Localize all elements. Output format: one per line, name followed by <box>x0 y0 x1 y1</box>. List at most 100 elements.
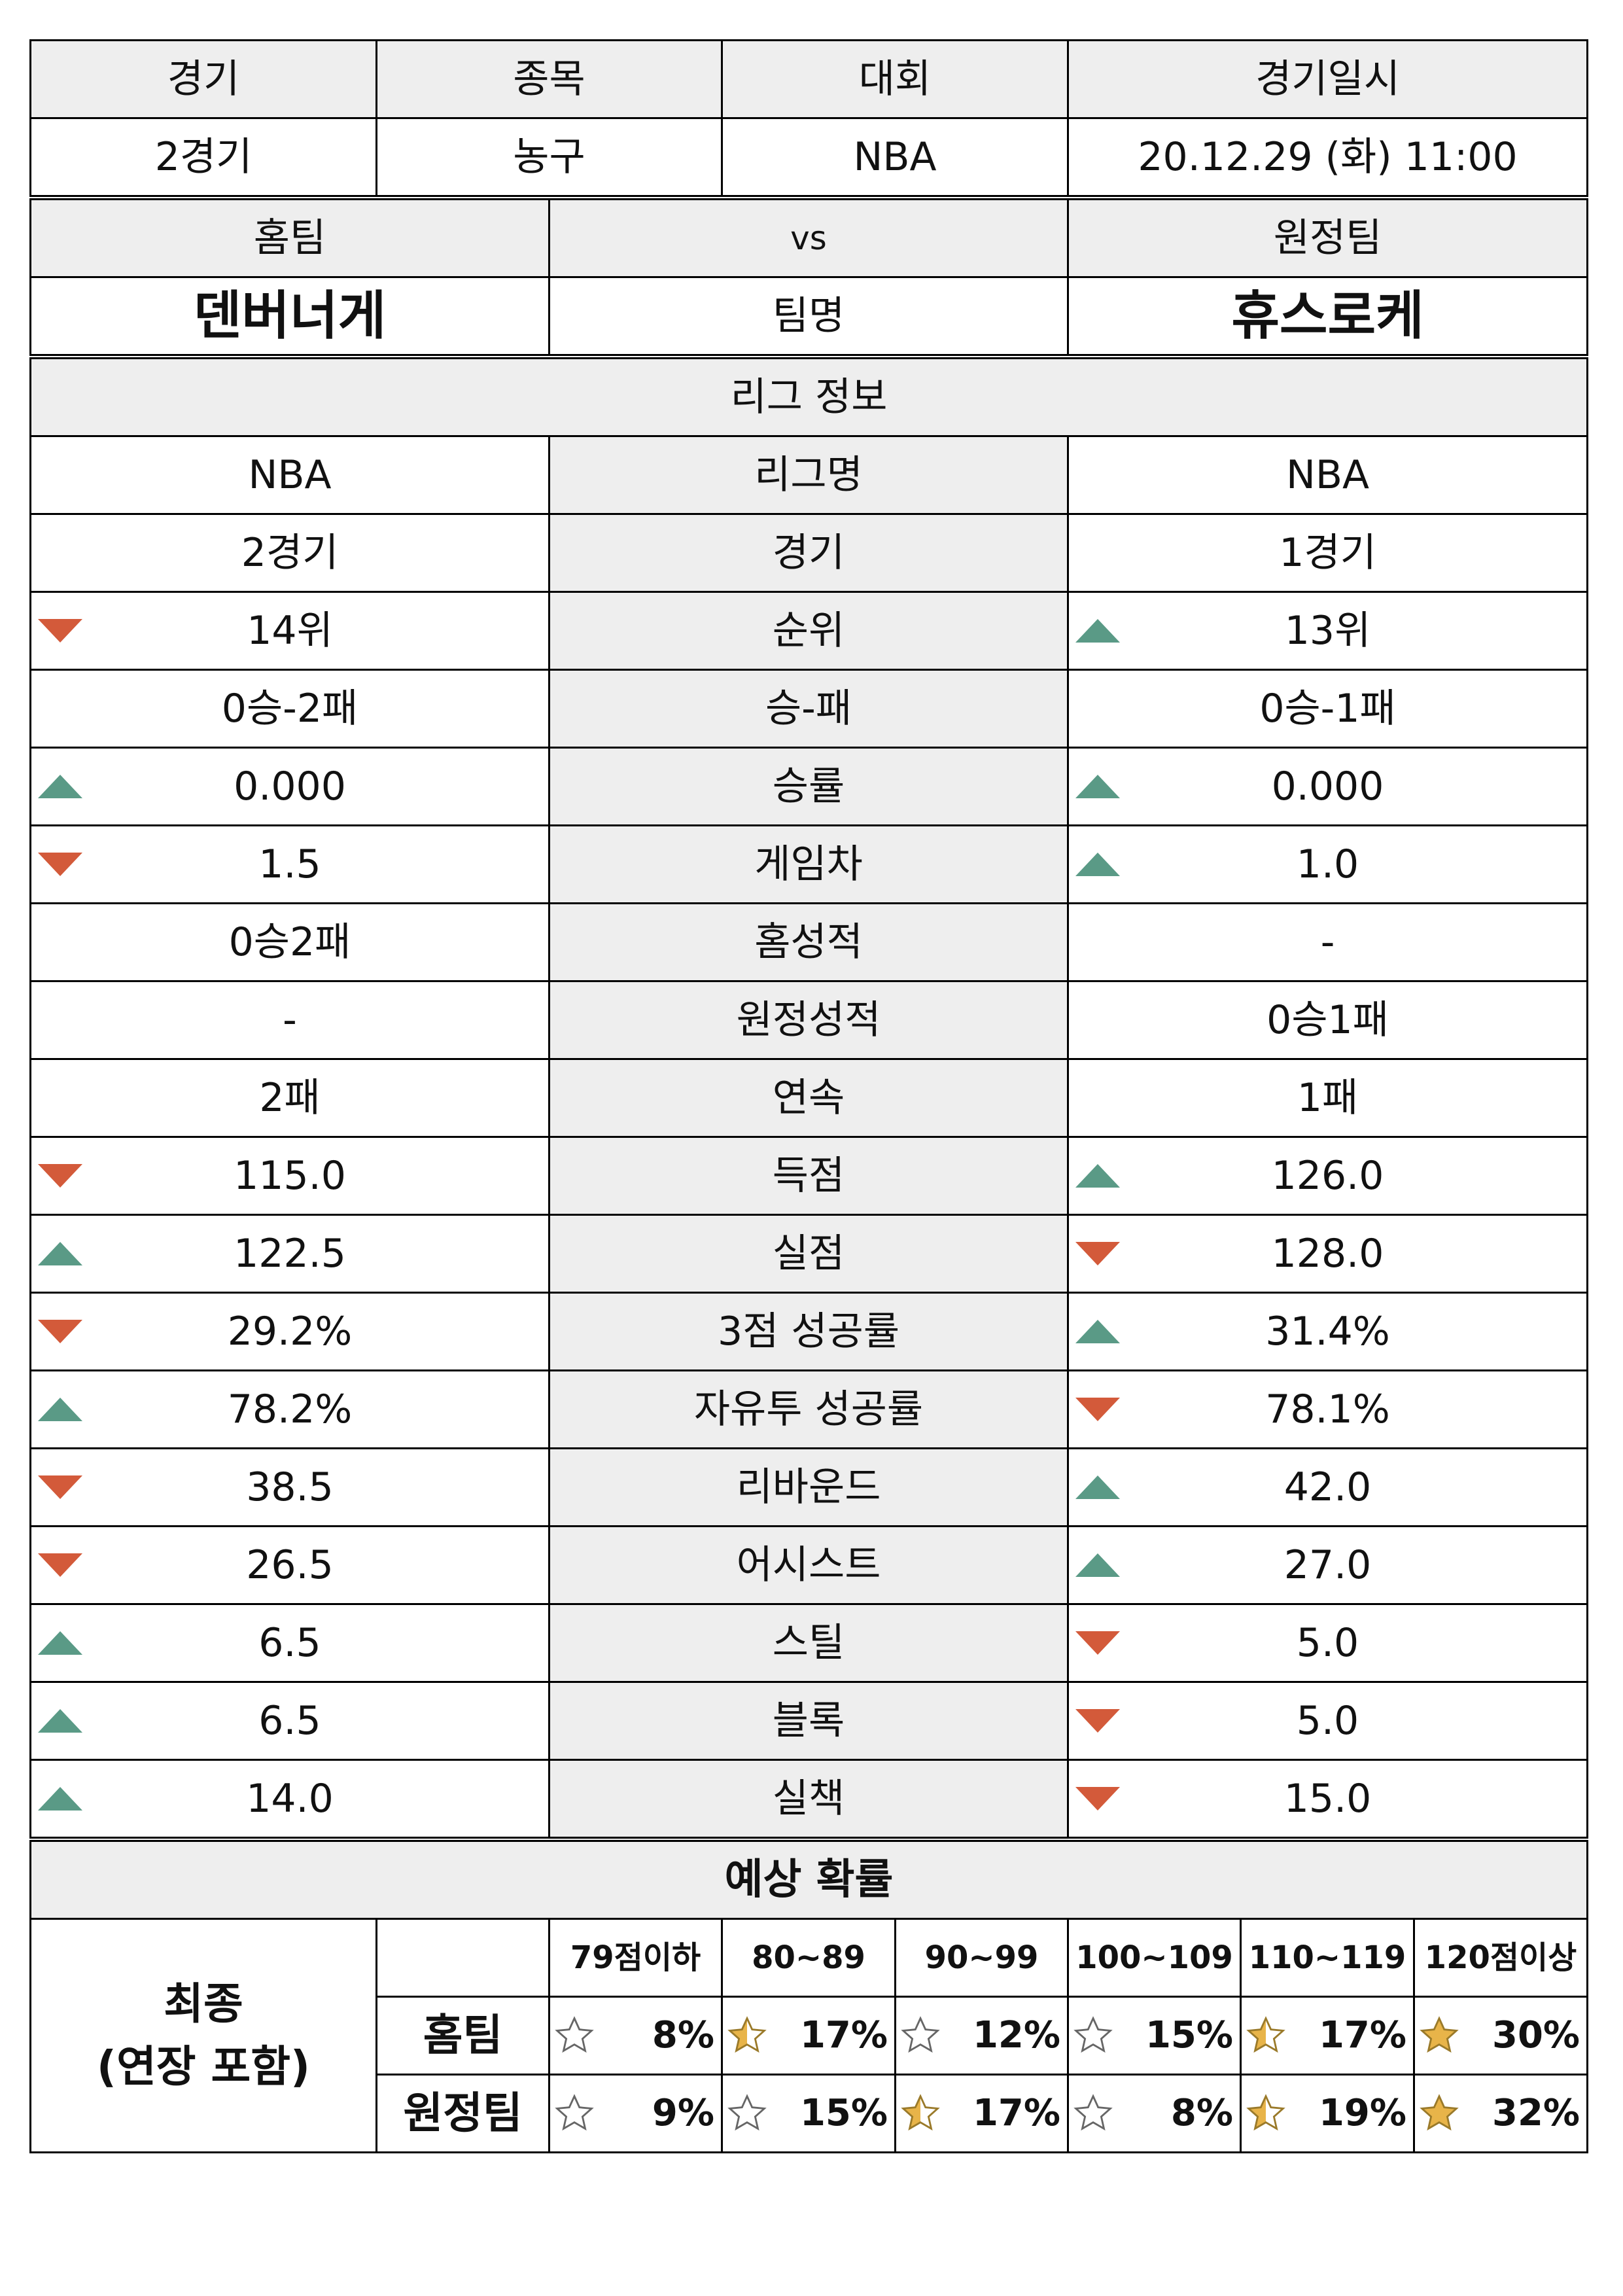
stat-away-value: 0승1패 <box>1066 980 1589 1060</box>
stat-away-value: 42.0 <box>1066 1447 1589 1527</box>
stat-home-value: 0승-2패 <box>29 669 550 749</box>
trend-up-icon <box>38 1398 82 1421</box>
trend-down-icon <box>1075 1631 1120 1655</box>
trend-up-icon <box>1075 1164 1120 1188</box>
star-half-icon <box>727 2016 767 2053</box>
stat-home-value: NBA <box>29 435 550 515</box>
star-empty-icon <box>555 2094 594 2131</box>
stat-row: 26.5 어시스트 27.0 <box>29 1525 1589 1605</box>
stat-away-value: 1패 <box>1066 1058 1589 1138</box>
stats-rows: NBA 리그명 NBA 2경기 경기 1경기 14위 순위 13위 0승-2패 승-패 0승-1패 0.… <box>29 435 1589 1841</box>
stat-row: 14.0 실책 15.0 <box>29 1759 1589 1841</box>
star-half-icon <box>901 2094 940 2131</box>
league-info-title: 리그 정보 <box>29 354 1589 437</box>
trend-up-icon <box>1075 1475 1120 1499</box>
header-label-match: 경기 <box>29 39 377 119</box>
stat-label: 블록 <box>548 1681 1069 1761</box>
range-header: 90~99 <box>894 1918 1069 1998</box>
stat-home-value: 26.5 <box>29 1525 550 1605</box>
header-value-datetime: 20.12.29 (화) 11:00 <box>1066 117 1589 199</box>
prediction-percent: 15% <box>1145 2014 1233 2057</box>
stat-label: 승률 <box>548 747 1069 826</box>
trend-up-icon <box>1075 1553 1120 1577</box>
star-filled-icon <box>1420 2094 1459 2131</box>
stat-home-value: - <box>29 980 550 1060</box>
final-label: 최종 (연장 포함) <box>29 1918 377 2153</box>
stat-label: 어시스트 <box>548 1525 1069 1605</box>
stat-label: 실점 <box>548 1214 1069 1294</box>
stat-row: 1.5 게임차 1.0 <box>29 824 1589 904</box>
prediction-percent: 15% <box>799 2092 888 2134</box>
stat-label: 게임차 <box>548 824 1069 904</box>
stat-home-value: 115.0 <box>29 1136 550 1216</box>
range-header: 100~109 <box>1067 1918 1242 1998</box>
stat-away-value: 1경기 <box>1066 513 1589 593</box>
stat-away-value: 78.1% <box>1066 1369 1589 1449</box>
stat-home-value: 14.0 <box>29 1759 550 1841</box>
stat-home-value: 6.5 <box>29 1603 550 1683</box>
stat-row: NBA 리그명 NBA <box>29 435 1589 515</box>
trend-down-icon <box>38 1475 82 1499</box>
prediction-value: 30% <box>1412 1996 1589 2075</box>
stat-home-value: 0승2패 <box>29 902 550 982</box>
trend-up-icon <box>1075 775 1120 798</box>
header-value-match: 2경기 <box>29 117 377 199</box>
trend-up-icon <box>1075 619 1120 643</box>
prediction-value: 17% <box>1240 1996 1415 2075</box>
stat-row: 78.2% 자유투 성공률 78.1% <box>29 1369 1589 1449</box>
stat-row: 29.2% 3점 성공률 31.4% <box>29 1292 1589 1371</box>
away-team-name: 휴스로케 <box>1066 276 1589 358</box>
range-header: 110~119 <box>1240 1918 1415 1998</box>
stat-label: 실책 <box>548 1759 1069 1841</box>
star-empty-icon <box>727 2094 767 2131</box>
stat-label: 리바운드 <box>548 1447 1069 1527</box>
trend-down-icon <box>38 853 82 876</box>
stat-away-value: 5.0 <box>1066 1603 1589 1683</box>
trend-down-icon <box>1075 1787 1120 1810</box>
stat-home-value: 38.5 <box>29 1447 550 1527</box>
prediction-value: 19% <box>1240 2074 1415 2153</box>
prediction-percent: 19% <box>1318 2092 1406 2134</box>
star-empty-icon <box>1073 2094 1113 2131</box>
range-header: 80~89 <box>721 1918 896 1998</box>
away-team-label: 원정팀 <box>1066 195 1589 278</box>
star-half-icon <box>1246 2094 1285 2131</box>
final-label-line2: (연장 포함) <box>96 2041 311 2092</box>
stat-label: 홈성적 <box>548 902 1069 982</box>
trend-up-icon <box>38 775 82 798</box>
home-team-name: 덴버너게 <box>29 276 550 358</box>
trend-down-icon <box>1075 1709 1120 1733</box>
prediction-value: 17% <box>721 1996 896 2075</box>
prediction-row-label-home: 홈팀 <box>375 1996 550 2075</box>
stat-label: 자유투 성공률 <box>548 1369 1069 1449</box>
trend-down-icon <box>38 619 82 643</box>
stat-home-value: 14위 <box>29 591 550 671</box>
trend-up-icon <box>38 1787 82 1810</box>
stat-home-value: 122.5 <box>29 1214 550 1294</box>
prediction-row-label-away: 원정팀 <box>375 2074 550 2153</box>
stat-label: 득점 <box>548 1136 1069 1216</box>
stat-home-value: 2패 <box>29 1058 550 1138</box>
stat-away-value: 15.0 <box>1066 1759 1589 1841</box>
header-label-league: 대회 <box>721 39 1069 119</box>
star-empty-icon <box>555 2016 594 2053</box>
stat-row: - 원정성적 0승1패 <box>29 980 1589 1060</box>
prediction-value: 8% <box>548 1996 723 2075</box>
stat-label: 스틸 <box>548 1603 1069 1683</box>
prediction-percent: 12% <box>972 2014 1060 2057</box>
prediction-title: 예상 확률 <box>29 1837 1589 1920</box>
stat-label: 순위 <box>548 591 1069 671</box>
prediction-value: 17% <box>894 2074 1069 2153</box>
range-header: 120점이상 <box>1412 1918 1589 1998</box>
trend-down-icon <box>38 1164 82 1188</box>
stat-row: 0승2패 홈성적 - <box>29 902 1589 982</box>
vs-label: vs <box>548 195 1069 278</box>
prediction-percent: 30% <box>1492 2014 1580 2057</box>
prediction-percent: 32% <box>1492 2092 1580 2134</box>
stat-label: 원정성적 <box>548 980 1069 1060</box>
header-value-league: NBA <box>721 117 1069 199</box>
stat-label: 승-패 <box>548 669 1069 749</box>
match-sheet: 경기 종목 대회 경기일시 2경기 농구 NBA 20.12.29 (화) 11… <box>29 39 1589 2153</box>
stat-label: 3점 성공률 <box>548 1292 1069 1371</box>
stat-away-value: 0승-1패 <box>1066 669 1589 749</box>
